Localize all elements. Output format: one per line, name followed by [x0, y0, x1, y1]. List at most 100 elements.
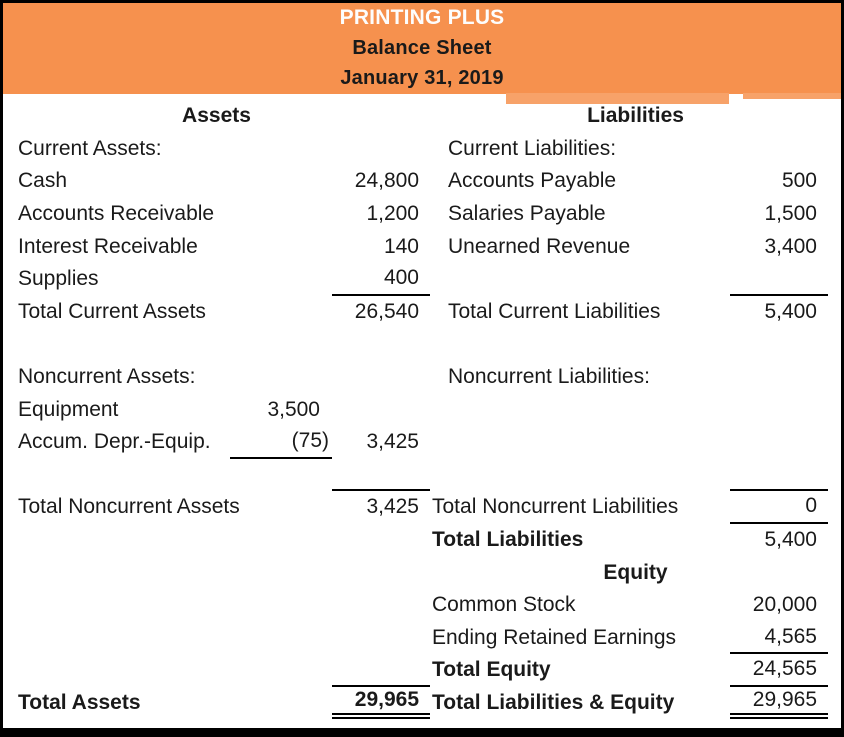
spacer-row: [3, 524, 430, 557]
spacer-row: [3, 556, 430, 589]
accounts-receivable-label: Accounts Receivable: [18, 202, 215, 226]
total-liabilities-amount: 5,400: [764, 528, 817, 552]
noncurrent-liabilities-label: Noncurrent Liabilities:: [448, 365, 650, 389]
cash-amount: 24,800: [354, 169, 419, 193]
ending-retained-earnings-label: Ending Retained Earnings: [432, 625, 677, 649]
spacer-row: [430, 263, 841, 296]
liabilities-equity-column: Liabilities Current Liabilities: Account…: [430, 100, 841, 720]
equipment-label: Equipment: [18, 397, 119, 421]
total-equity-amount: 24,565: [730, 654, 828, 687]
row-accum-depr: Accum. Depr.-Equip. (75) 3,425: [3, 426, 430, 459]
total-current-assets-amount: 26,540: [354, 299, 419, 323]
row-unearned-revenue: Unearned Revenue 3,400: [430, 230, 841, 263]
assets-section-title: Assets: [182, 104, 251, 128]
row-total-current-assets: Total Current Assets 26,540: [3, 296, 430, 329]
empty-cell: [332, 393, 430, 426]
accounts-payable-label: Accounts Payable: [448, 169, 617, 193]
total-noncurrent-liabilities-amount: 0: [730, 491, 828, 524]
rule-above-total-current-liabilities: [730, 263, 828, 296]
common-stock-label: Common Stock: [432, 593, 576, 617]
row-accounts-receivable: Accounts Receivable 1,200: [3, 198, 430, 231]
spacer-row: [430, 426, 841, 459]
report-header: PRINTING PLUS Balance Sheet January 31, …: [3, 3, 841, 94]
assets-column: Assets Current Assets: Cash 24,800 Accou…: [3, 100, 430, 720]
total-assets-label: Total Assets: [18, 690, 141, 714]
noncurrent-liabilities-heading-row: Noncurrent Liabilities:: [430, 361, 841, 394]
company-name: PRINTING PLUS: [339, 6, 505, 30]
current-assets-label: Current Assets:: [18, 136, 162, 160]
total-current-assets-label: Total Current Assets: [18, 299, 206, 323]
empty-cell: [240, 491, 337, 524]
total-current-liabilities-label: Total Current Liabilities: [448, 299, 661, 323]
total-liabilities-label: Total Liabilities: [432, 528, 584, 552]
interest-receivable-amount: 140: [383, 234, 419, 258]
row-common-stock: Common Stock 20,000: [430, 589, 841, 622]
spacer-row: [430, 393, 841, 426]
supplies-label: Supplies: [18, 267, 99, 291]
row-total-current-liabilities: Total Current Liabilities 5,400: [430, 296, 841, 329]
empty-cell: [230, 230, 332, 263]
empty-cell: [230, 165, 332, 198]
report-date: January 31, 2019: [340, 67, 504, 90]
spacer-row: [430, 328, 841, 361]
salaries-payable-label: Salaries Payable: [448, 202, 606, 226]
empty-cell: [230, 296, 332, 329]
equipment-net-amount: 3,425: [366, 430, 419, 454]
equity-section-title: Equity: [603, 560, 668, 584]
unearned-revenue-label: Unearned Revenue: [448, 234, 631, 258]
unearned-revenue-amount: 3,400: [764, 234, 817, 258]
empty-cell: [230, 654, 332, 687]
accum-depr-amount: (75): [230, 426, 332, 459]
row-accounts-payable: Accounts Payable 500: [430, 165, 841, 198]
spacer-row: [3, 654, 430, 687]
interest-receivable-label: Interest Receivable: [18, 234, 198, 258]
row-cash: Cash 24,800: [3, 165, 430, 198]
empty-cell: [230, 687, 332, 720]
supplies-amount: 400: [332, 263, 430, 296]
row-equipment: Equipment 3,500: [3, 393, 430, 426]
spacer-row: [3, 589, 430, 622]
liabilities-section-title: Liabilities: [587, 104, 684, 128]
row-interest-receivable: Interest Receivable 140: [3, 230, 430, 263]
report-title: Balance Sheet: [352, 36, 492, 59]
row-salaries-payable: Salaries Payable 1,500: [430, 198, 841, 231]
row-total-noncurrent-assets: Total Noncurrent Assets 3,425: [3, 491, 430, 524]
row-total-assets: Total Assets 29,965: [3, 687, 430, 720]
row-total-noncurrent-liabilities: Total Noncurrent Liabilities 0: [430, 491, 841, 524]
spacer-row: [3, 328, 430, 361]
total-liabilities-and-equity-label: Total Liabilities & Equity: [432, 690, 675, 714]
accounts-payable-amount: 500: [781, 169, 817, 193]
equipment-amount: 3,500: [267, 397, 320, 421]
common-stock-amount: 20,000: [752, 593, 817, 617]
total-noncurrent-assets-amount: 3,425: [366, 495, 419, 519]
total-liabilities-and-equity-amount: 29,965: [730, 687, 828, 720]
total-equity-label: Total Equity: [432, 658, 551, 682]
row-ending-retained-earnings: Ending Retained Earnings 4,565: [430, 622, 841, 655]
accum-depr-label: Accum. Depr.-Equip.: [18, 430, 211, 454]
empty-cell: [230, 459, 332, 492]
noncurrent-assets-label: Noncurrent Assets:: [18, 365, 196, 389]
ending-retained-earnings-amount: 4,565: [730, 622, 828, 655]
salaries-payable-amount: 1,500: [764, 202, 817, 226]
header-strip-right: [743, 93, 841, 99]
header-strip-left: [506, 93, 729, 104]
current-assets-heading-row: Current Assets:: [3, 133, 430, 166]
row-supplies: Supplies 400: [3, 263, 430, 296]
spacer-row: [3, 459, 430, 492]
current-liabilities-heading-row: Current Liabilities:: [430, 133, 841, 166]
empty-cell: [230, 263, 332, 296]
total-noncurrent-liabilities-label: Total Noncurrent Liabilities: [432, 495, 679, 519]
accounts-receivable-amount: 1,200: [366, 202, 419, 226]
rule-above-total-noncurrent-assets: [332, 459, 430, 492]
row-total-equity: Total Equity 24,565: [430, 654, 841, 687]
total-assets-amount: 29,965: [332, 687, 430, 720]
cash-label: Cash: [18, 169, 68, 193]
total-current-liabilities-amount: 5,400: [764, 299, 817, 323]
spacer-row: [430, 459, 841, 492]
row-total-liabilities-and-equity: Total Liabilities & Equity 29,965: [430, 687, 841, 720]
noncurrent-assets-heading-row: Noncurrent Assets:: [3, 361, 430, 394]
row-total-liabilities: Total Liabilities 5,400: [430, 524, 841, 557]
total-noncurrent-assets-label: Total Noncurrent Assets: [18, 495, 240, 519]
rule-above-total-assets: [332, 654, 430, 687]
